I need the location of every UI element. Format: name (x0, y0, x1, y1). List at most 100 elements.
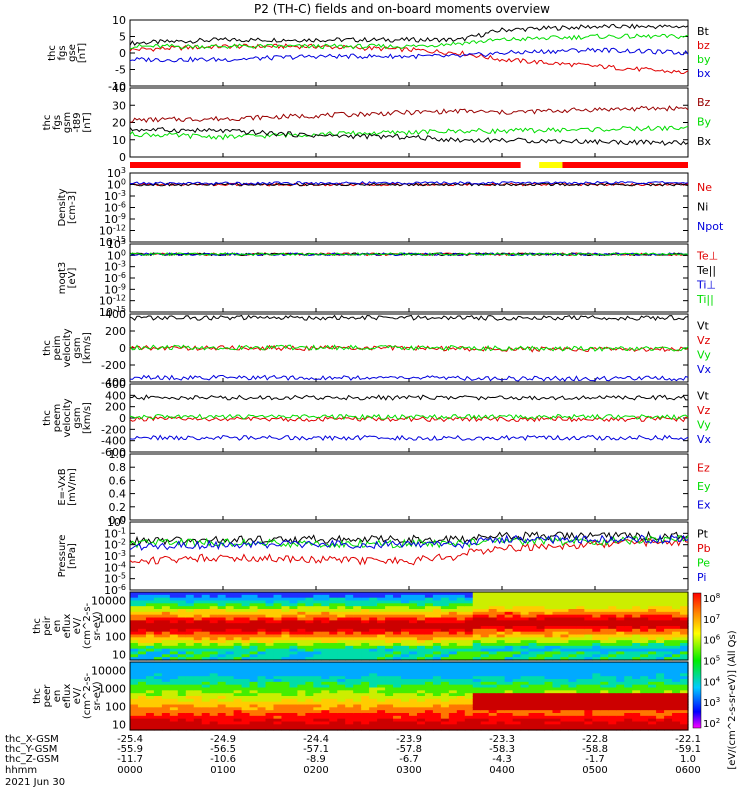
heatmap-cell (209, 643, 219, 647)
heatmap-cell (632, 637, 641, 641)
heatmap-cell (130, 620, 139, 624)
heatmap-cell (241, 664, 251, 669)
heatmap-cell (456, 704, 466, 708)
heatmap-cell (265, 592, 275, 596)
heatmap-cell (488, 684, 498, 689)
heatmap-cell (145, 634, 155, 638)
heatmap-cell (568, 670, 577, 674)
heatmap-cell (512, 640, 522, 644)
heatmap-cell (225, 606, 235, 610)
heatmap-cell (560, 614, 570, 619)
heatmap-cell (568, 724, 577, 728)
heatmap-cell (257, 701, 267, 706)
heatmap-cell (480, 715, 490, 720)
heatmap-cell (145, 623, 155, 627)
heatmap-cell (233, 617, 243, 621)
heatmap-cell (177, 698, 187, 703)
heatmap-cell (664, 620, 673, 624)
heatmap-cell (329, 687, 338, 691)
heatmap-cell (313, 715, 322, 720)
heatmap-cell (608, 651, 617, 655)
heatmap-cell (321, 631, 330, 636)
heatmap-cell (169, 724, 179, 728)
heatmap-cell (209, 623, 219, 627)
heatmap-cell (209, 684, 219, 689)
heatmap-cell (512, 693, 522, 697)
x-axis-row-label: thc_Y-GSM (5, 744, 57, 755)
heatmap-cell (249, 710, 259, 714)
heatmap-cell (337, 643, 346, 647)
heatmap-cell (209, 693, 219, 697)
heatmap-cell (401, 648, 410, 653)
y-axis-label: [nPa] (67, 543, 78, 569)
heatmap-cell (257, 676, 267, 680)
heatmap-cell (377, 654, 386, 658)
y-tick-label: -5 (115, 64, 126, 77)
heatmap-cell (153, 727, 163, 731)
heatmap-cell (568, 718, 577, 723)
heatmap-cell (432, 676, 442, 680)
heatmap-cell (329, 620, 338, 624)
heatmap-cell (337, 620, 346, 624)
heatmap-cell (448, 597, 458, 602)
heatmap-cell (608, 600, 617, 604)
heatmap-cell (592, 631, 601, 636)
heatmap-cell (329, 710, 338, 714)
heatmap-cell (576, 696, 585, 700)
heatmap-cell (424, 704, 434, 708)
heatmap-cell (377, 673, 386, 677)
heatmap-cell (496, 698, 506, 703)
heatmap-cell (233, 662, 243, 666)
heatmap-cell (241, 707, 251, 711)
heatmap-cell (401, 611, 410, 616)
heatmap-cell (592, 654, 601, 658)
heatmap-cell (488, 657, 498, 661)
heatmap-cell (632, 620, 641, 624)
y-axis-label: thc (32, 688, 43, 704)
x-axis-tick-value: -4.3 (492, 754, 512, 765)
heatmap-cell (528, 592, 538, 596)
heatmap-cell (130, 710, 139, 714)
heatmap-cell (161, 670, 171, 674)
heatmap-cell (440, 710, 450, 714)
heatmap-cell (592, 597, 601, 602)
heatmap-cell (672, 606, 681, 610)
heatmap-cell (424, 687, 434, 691)
heatmap-cell (289, 684, 298, 689)
heatmap-cell (353, 640, 362, 644)
y-tick-label: 10 (112, 649, 126, 662)
heatmap-cell (377, 684, 386, 689)
heatmap-cell (169, 634, 179, 638)
heatmap-cell (225, 654, 235, 658)
heatmap-cell (616, 690, 625, 694)
y-axis-label: peir (42, 615, 53, 635)
heatmap-cell (281, 721, 291, 725)
heatmap-cell (456, 623, 466, 627)
heatmap-cell (544, 662, 554, 666)
heatmap-cell (241, 643, 251, 647)
y-tick-label: 10000 (91, 595, 126, 608)
heatmap-cell (512, 704, 522, 708)
heatmap-cell (464, 690, 474, 694)
heatmap-cell (329, 634, 338, 638)
y-axis-label: [eV] (67, 268, 78, 289)
heatmap-cell (337, 693, 346, 697)
heatmap-cell (313, 600, 322, 604)
heatmap-cell (552, 651, 562, 655)
series-Pt (129, 530, 689, 546)
heatmap-cell (440, 611, 450, 616)
heatmap-cell (640, 707, 649, 711)
heatmap-cell (624, 673, 633, 677)
heatmap-cell (249, 673, 259, 677)
heatmap-cell (576, 609, 585, 613)
heatmap-cell (624, 654, 633, 658)
heatmap-cell (544, 715, 554, 720)
heatmap-cell (680, 617, 689, 621)
heatmap-cell (329, 594, 338, 599)
heatmap-cell (576, 614, 585, 619)
heatmap-cell (464, 701, 474, 706)
heatmap-cell (409, 721, 418, 725)
heatmap-cell (353, 667, 362, 672)
heatmap-cell (544, 698, 554, 703)
heatmap-cell (409, 698, 418, 703)
